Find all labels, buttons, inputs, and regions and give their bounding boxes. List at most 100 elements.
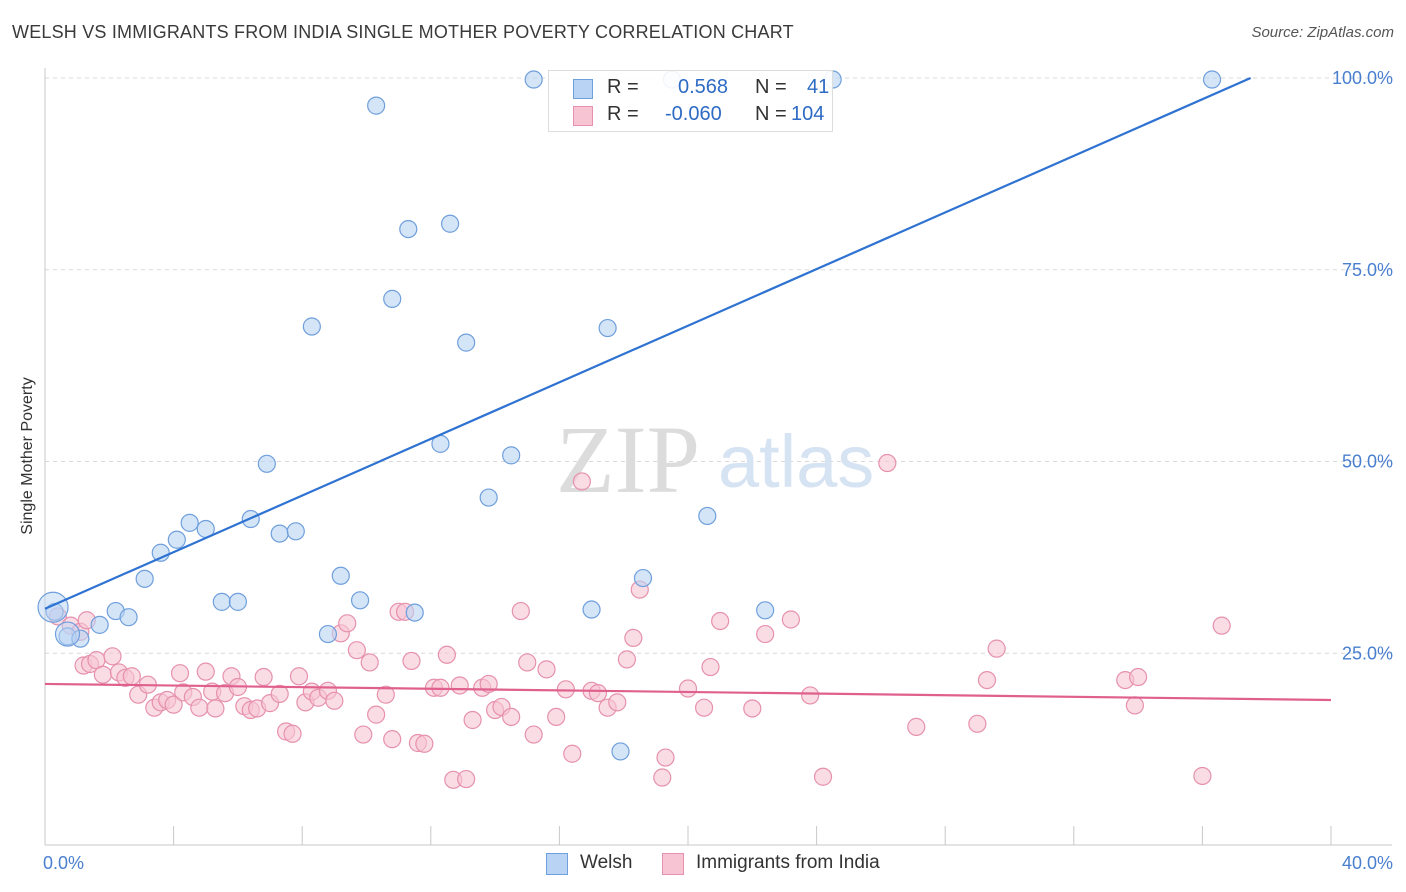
y-tick-label: 75.0% <box>1342 260 1393 280</box>
welsh-point <box>633 568 653 588</box>
welsh-swatch <box>573 79 593 99</box>
india-point <box>437 645 456 664</box>
correlation-legend: R = 0.568 N = 41 R = -0.060 N = 104 <box>548 70 833 132</box>
watermark-atlas: atlas <box>718 420 874 503</box>
welsh-point <box>524 70 543 89</box>
y-tick-label: 50.0% <box>1342 452 1393 472</box>
india-point <box>987 639 1006 658</box>
welsh-point <box>698 506 717 526</box>
india-point <box>617 650 637 669</box>
india-point <box>711 611 730 631</box>
india-point <box>338 614 357 633</box>
india-point <box>878 453 897 473</box>
welsh-point <box>135 569 154 588</box>
welsh-point <box>367 96 386 115</box>
welsh-legend-label: Welsh <box>580 852 633 873</box>
y-axis-title: Single Mother Poverty <box>19 377 36 535</box>
welsh-point <box>350 591 370 610</box>
india-point <box>170 664 190 683</box>
welsh-point <box>318 624 338 644</box>
india-point <box>376 685 395 704</box>
india-point <box>347 641 366 660</box>
welsh-point <box>167 530 186 549</box>
india-point <box>354 725 373 744</box>
india-point <box>479 674 498 694</box>
india-point <box>813 767 833 786</box>
welsh-point <box>440 214 460 233</box>
source-credit: Source: ZipAtlas.com <box>1251 24 1394 41</box>
welsh-point <box>270 524 289 543</box>
india-point <box>977 670 997 690</box>
india-point <box>756 624 775 644</box>
welsh-point <box>457 333 476 352</box>
india-swatch <box>573 106 593 126</box>
y-tick-label: 25.0% <box>1342 643 1393 663</box>
welsh-series <box>37 70 1222 761</box>
india-point <box>103 647 122 666</box>
welsh-legend-swatch <box>546 853 568 875</box>
india-point <box>678 679 698 698</box>
india-point <box>653 768 672 787</box>
chart-title: WELSH VS IMMIGRANTS FROM INDIA SINGLE MO… <box>12 22 794 42</box>
welsh-point <box>228 592 247 611</box>
india-point <box>270 684 289 704</box>
india-point <box>190 698 209 717</box>
india-point <box>283 724 302 743</box>
india-n-label: N = <box>755 103 787 125</box>
trend-lines <box>44 76 1332 702</box>
india-point <box>547 707 566 727</box>
india-point <box>164 695 183 714</box>
welsh-point <box>756 601 775 620</box>
welsh-n-label: N = <box>755 76 787 98</box>
india-point <box>537 660 556 679</box>
india-trend-line <box>44 682 1332 702</box>
india-point <box>624 628 643 648</box>
watermark: ZIP atlas <box>556 406 874 513</box>
india-point <box>502 707 521 727</box>
welsh-r-label: R = <box>607 76 639 98</box>
welsh-point <box>180 513 199 532</box>
india-point <box>701 657 720 677</box>
welsh-point <box>90 615 109 634</box>
india-point <box>360 653 379 672</box>
india-point <box>572 472 592 491</box>
welsh-point <box>611 742 630 761</box>
x-tick-label-min: 0.0% <box>43 853 84 873</box>
welsh-point <box>1202 70 1222 89</box>
axes <box>44 68 1392 846</box>
welsh-point <box>257 454 276 473</box>
india-point <box>196 662 215 681</box>
india-point <box>463 710 482 730</box>
welsh-point <box>479 488 498 507</box>
india-point <box>968 714 987 733</box>
india-point <box>608 693 627 712</box>
india-point <box>325 691 344 710</box>
welsh-point <box>502 446 521 465</box>
india-point <box>402 651 421 671</box>
india-point <box>1193 766 1212 786</box>
welsh-point <box>405 603 424 622</box>
india-point <box>93 665 112 684</box>
india-point <box>524 725 543 744</box>
welsh-point-large <box>37 591 69 623</box>
welsh-point <box>302 317 321 336</box>
welsh-r-value: 0.568 <box>678 76 729 98</box>
india-point <box>1128 667 1148 687</box>
grid-lines <box>45 77 1392 654</box>
india-point <box>1212 616 1231 635</box>
welsh-point <box>119 608 138 627</box>
welsh-n-value: 41 <box>807 76 830 98</box>
welsh-point-large <box>54 621 81 647</box>
india-r-value: -0.060 <box>665 103 722 125</box>
india-point <box>383 730 402 749</box>
india-n-value: 104 <box>791 103 825 125</box>
india-point <box>122 667 141 686</box>
india-point <box>511 601 530 621</box>
india-point <box>367 705 386 724</box>
tick-labels: 25.0% 50.0% 75.0% 100.0% 0.0% 40.0% <box>43 68 1393 873</box>
india-point <box>450 676 469 695</box>
welsh-point <box>598 318 617 338</box>
india-r-label: R = <box>607 103 639 125</box>
welsh-point <box>582 600 601 619</box>
india-point <box>289 667 309 686</box>
